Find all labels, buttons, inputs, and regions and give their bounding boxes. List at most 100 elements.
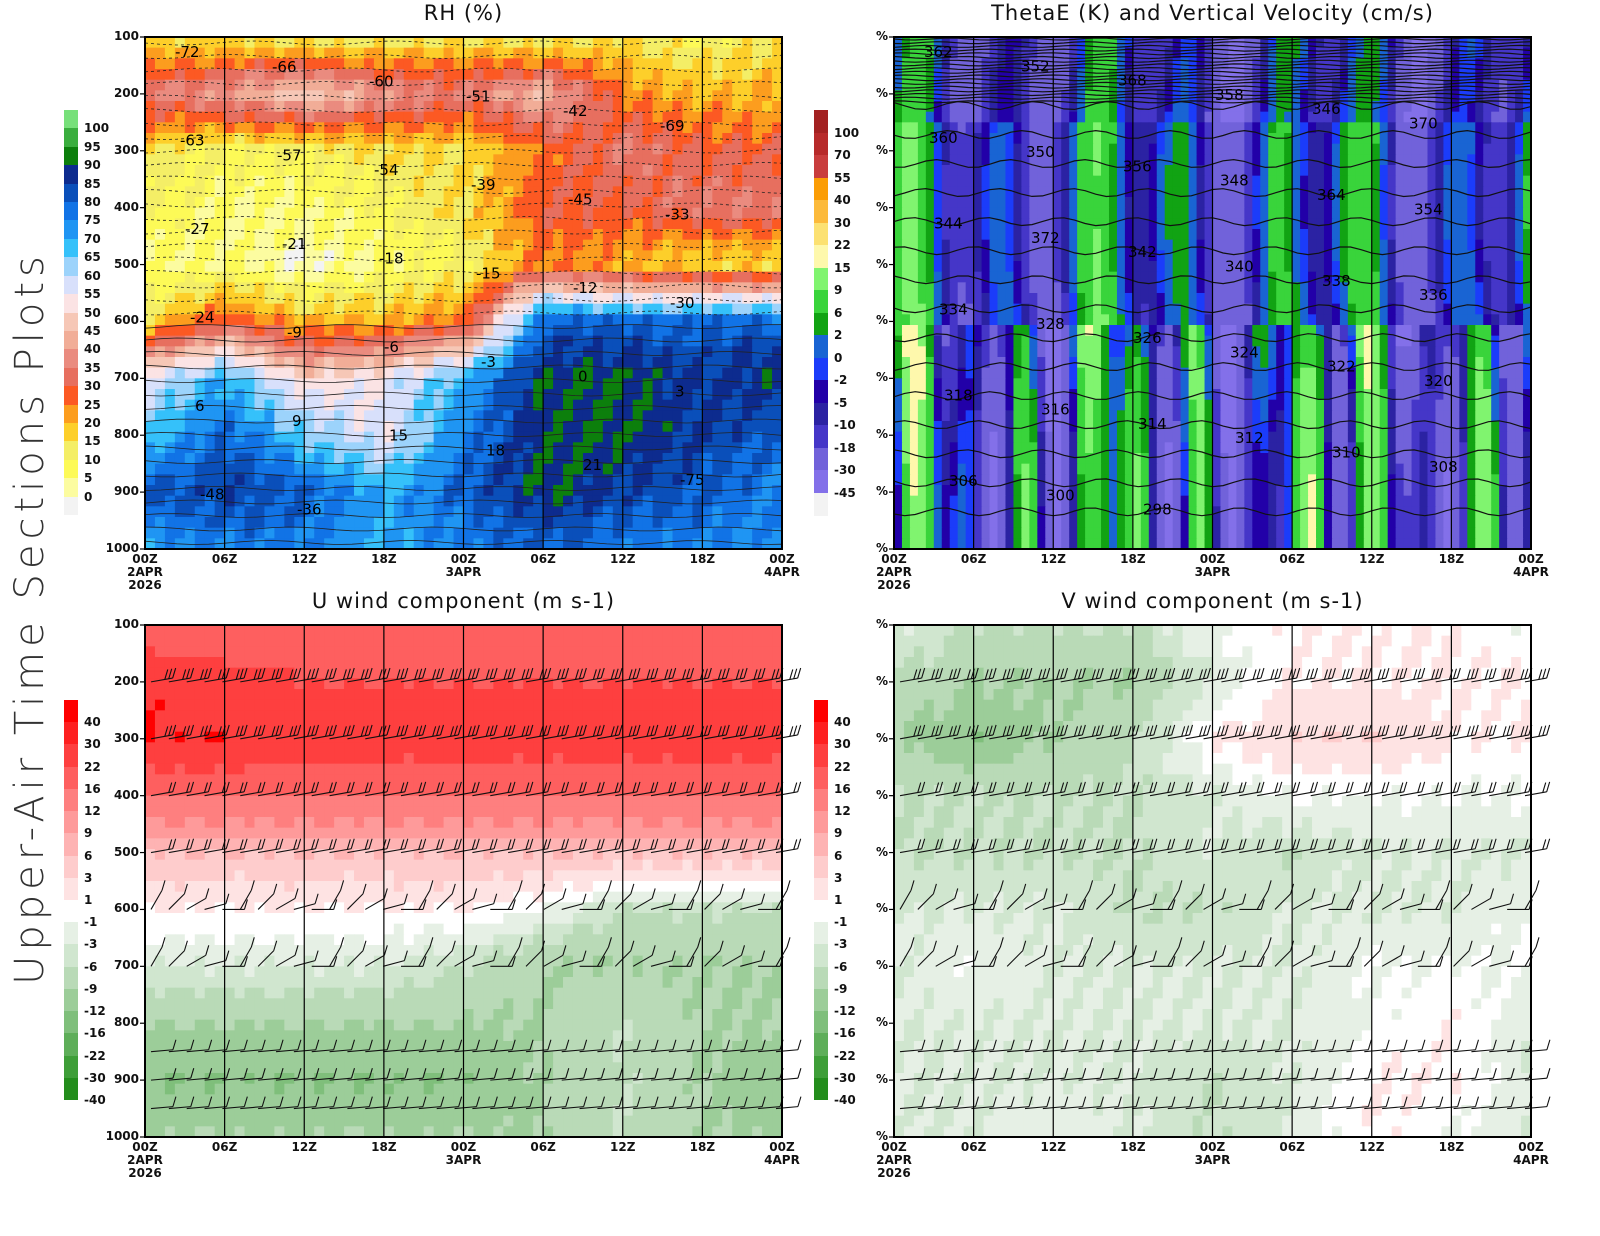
heat-cell [672, 250, 684, 262]
heat-cell [652, 197, 664, 209]
heat-cell [194, 485, 206, 497]
heat-cell [1180, 101, 1190, 113]
heat-cell [174, 186, 186, 198]
heat-cell [582, 410, 594, 422]
heat-cell [732, 463, 743, 475]
heat-cell [989, 133, 999, 145]
heat-cell [1132, 207, 1142, 219]
heat-cell [1013, 229, 1022, 241]
heat-cell [1411, 250, 1421, 262]
heat-cell [543, 229, 554, 241]
heat-cell [1093, 90, 1102, 102]
heat-cell [354, 250, 365, 262]
heat-cell [1316, 186, 1325, 198]
heat-cell [304, 37, 315, 49]
heat-cell [1339, 250, 1349, 262]
heat-cell [563, 378, 574, 390]
heat-cell [164, 90, 176, 102]
heat-cell [612, 378, 624, 390]
heat-cell [453, 367, 465, 379]
heat-cell [1276, 122, 1285, 134]
heat-cell [164, 538, 176, 550]
heat-cell [334, 506, 345, 518]
heat-cell [1045, 197, 1054, 209]
heat-cell [244, 485, 256, 497]
heat-cell [572, 37, 584, 49]
heat-cell [563, 335, 574, 347]
heat-cell [314, 218, 325, 230]
heat-cell [513, 37, 524, 49]
heat-cell [164, 474, 176, 486]
heat-cell [1523, 165, 1532, 177]
heat-cell [1395, 197, 1405, 209]
heat-cell [933, 250, 943, 262]
heat-cell [582, 367, 594, 379]
heat-cell [772, 378, 783, 390]
heat-cell [1292, 101, 1301, 113]
heat-cell [1148, 175, 1158, 187]
heat-cell [612, 122, 624, 134]
heat-cell [722, 431, 733, 443]
heat-cell [732, 303, 743, 315]
heat-cell [1268, 175, 1277, 187]
heat-cell [901, 197, 911, 209]
heat-cell [354, 527, 365, 539]
heat-cell [234, 517, 246, 529]
heat-cell [373, 421, 385, 433]
heat-cell [1491, 261, 1500, 273]
heat-cell [523, 69, 534, 81]
heat-cell [1371, 186, 1381, 198]
heat-cell [722, 335, 733, 347]
heat-cell [164, 367, 176, 379]
heat-cell [513, 293, 524, 305]
heat-cell [1156, 111, 1166, 123]
heat-cell [1148, 101, 1158, 113]
pressure-tick-label: 800 [113, 427, 139, 442]
heat-cell [354, 293, 365, 305]
contour-label: -33 [665, 205, 690, 223]
heat-cell [1108, 207, 1118, 219]
heat-cell [632, 69, 644, 81]
heat-cell [1236, 186, 1245, 198]
heat-cell [1459, 143, 1468, 155]
heat-cell [1244, 79, 1253, 91]
heat-cell [513, 485, 524, 497]
heat-cell [523, 367, 534, 379]
heat-cell [772, 442, 783, 454]
heat-cell [622, 389, 634, 401]
heat-cell [1403, 154, 1413, 166]
heat-cell [194, 399, 206, 411]
heat-cell [164, 175, 176, 187]
heat-cell [1101, 218, 1110, 230]
heat-cell [423, 357, 435, 369]
heat-cell [1276, 218, 1285, 230]
heat-cell [503, 399, 514, 411]
heat-cell [533, 431, 544, 443]
heat-cell [1419, 165, 1429, 177]
heat-cell [672, 90, 684, 102]
heat-cell [582, 346, 594, 358]
heat-cell [1140, 101, 1150, 113]
heat-cell [732, 154, 743, 166]
heat-cell [925, 165, 935, 177]
heat-cell [612, 431, 624, 443]
heat-cell [712, 207, 723, 219]
heat-cell [533, 538, 544, 550]
heat-cell [1252, 143, 1261, 155]
heat-cell [1371, 122, 1381, 134]
heat-cell [652, 421, 664, 433]
heat-cell [294, 111, 305, 123]
heat-cell [1029, 58, 1038, 70]
heat-cell [1260, 261, 1269, 273]
heat-cell [997, 90, 1007, 102]
heat-cell [652, 346, 664, 358]
heat-cell [592, 325, 604, 337]
heat-cell [722, 154, 733, 166]
heat-cell [145, 154, 156, 166]
heat-cell [1276, 207, 1285, 219]
heat-cell [1172, 218, 1182, 230]
heat-cell [1284, 111, 1293, 123]
heat-cell [1188, 197, 1198, 209]
heat-cell [682, 399, 694, 411]
colorbar-swatch [64, 312, 78, 332]
